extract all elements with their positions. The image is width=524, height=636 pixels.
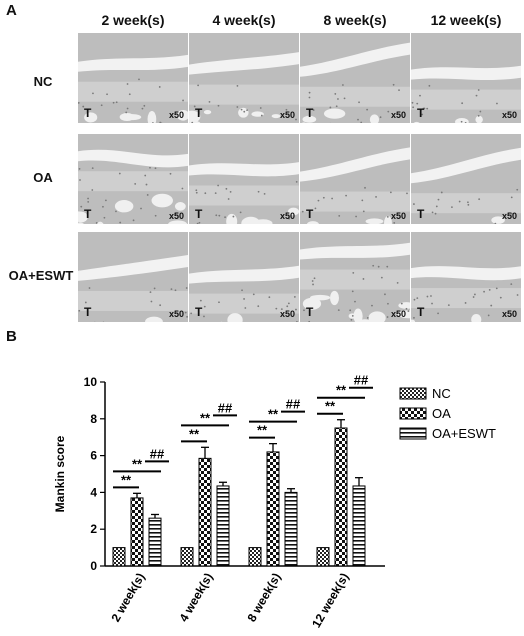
y-tick-label: 0 — [90, 559, 97, 573]
significance-oa-vs-nc-mark: ** — [325, 399, 336, 414]
magnification-label: x50 — [501, 110, 517, 120]
panel-b-letter: B — [6, 328, 17, 345]
column-header-12w: 12 week(s) — [430, 12, 502, 28]
significance-oa-vs-nc-mark: ** — [257, 423, 268, 438]
y-tick-label: 10 — [84, 375, 98, 389]
y-tick-label: 2 — [90, 522, 97, 536]
legend-label-nc: NC — [432, 386, 451, 401]
bar-oa-eswt — [284, 491, 298, 567]
x-tick-label: 4 week(s) — [176, 570, 215, 624]
tibia-label: T — [306, 305, 314, 319]
x-tick-label: 12 week(s) — [309, 570, 351, 630]
magnification-label: x50 — [501, 211, 517, 221]
row-label-oa-eswt: OA+ESWT — [8, 268, 74, 283]
significance-eswt-vs-nc-mark: ** — [132, 456, 143, 471]
row-label-oa: OA — [33, 170, 53, 185]
y-tick-label: 4 — [90, 485, 97, 499]
bar-oa-eswt — [216, 485, 230, 567]
bar-oa — [198, 457, 212, 567]
magnification-label: x50 — [168, 211, 184, 221]
x-tick-label: 2 week(s) — [108, 570, 147, 624]
bar-oa — [130, 497, 144, 567]
x-tick-label: 8 week(s) — [244, 570, 283, 624]
column-header-4w: 4 week(s) — [212, 12, 276, 28]
magnification-label: x50 — [279, 309, 295, 319]
magnification-label: x50 — [390, 110, 406, 120]
legend-swatch-nc — [399, 387, 427, 400]
magnification-label: x50 — [390, 309, 406, 319]
tibia-label: T — [195, 106, 203, 120]
bar-nc — [180, 547, 194, 567]
bar-oa — [334, 427, 348, 567]
significance-eswt-vs-oa-mark: ## — [218, 400, 233, 415]
tibia-label: T — [417, 207, 425, 221]
bar-nc — [248, 547, 262, 567]
tibia-label: T — [195, 305, 203, 319]
legend-label-oa: OA — [432, 406, 451, 421]
legend-swatch-oa-eswt — [399, 427, 427, 440]
mankin-score-chart: 0 2 4 6 8 10 Mankin score 2 week(s) 4 week(s) 8 w… — [53, 373, 496, 630]
column-header-8w: 8 week(s) — [323, 12, 387, 28]
significance-eswt-vs-oa-mark: ## — [286, 397, 301, 412]
tibia-label: T — [306, 207, 314, 221]
significance-eswt-vs-nc-mark: ** — [200, 410, 211, 425]
tibia-label: T — [306, 106, 314, 120]
tibia-label: T — [417, 106, 425, 120]
bar-nc — [112, 547, 126, 567]
significance-eswt-vs-oa-mark: ## — [150, 446, 165, 461]
magnification-label: x50 — [501, 309, 517, 319]
tibia-label: T — [84, 106, 92, 120]
magnification-label: x50 — [390, 211, 406, 221]
y-tick-label: 8 — [90, 412, 97, 426]
magnification-label: x50 — [168, 110, 184, 120]
magnification-label: x50 — [279, 110, 295, 120]
legend-label-oa-eswt: OA+ESWT — [432, 426, 496, 441]
column-header-2w: 2 week(s) — [101, 12, 165, 28]
significance-oa-vs-nc-mark: ** — [189, 426, 200, 441]
panel-a-letter: A — [6, 2, 17, 19]
magnification-label: x50 — [279, 211, 295, 221]
bar-nc — [316, 547, 330, 567]
y-axis-label: Mankin score — [53, 435, 67, 512]
bar-oa-eswt — [148, 517, 162, 567]
bar-oa-eswt — [352, 485, 366, 567]
tibia-label: T — [417, 305, 425, 319]
significance-eswt-vs-oa-mark: ## — [354, 373, 369, 388]
tibia-label: T — [84, 305, 92, 319]
bar-oa — [266, 451, 280, 567]
tibia-label: T — [84, 207, 92, 221]
significance-eswt-vs-nc-mark: ** — [336, 383, 347, 398]
significance-eswt-vs-nc-mark: ** — [268, 407, 279, 422]
row-label-nc: NC — [33, 74, 53, 89]
tibia-label: T — [195, 207, 203, 221]
significance-oa-vs-nc-mark: ** — [121, 472, 132, 487]
magnification-label: x50 — [168, 309, 184, 319]
legend-swatch-oa — [399, 407, 427, 420]
y-tick-label: 6 — [90, 449, 97, 463]
